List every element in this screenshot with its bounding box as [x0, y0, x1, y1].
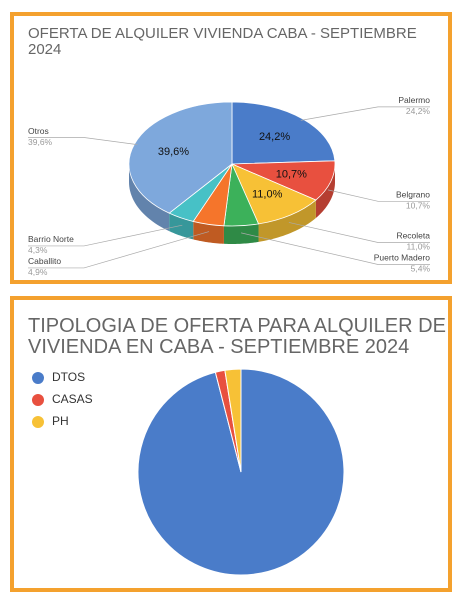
legend-value: 4,9%	[28, 267, 48, 277]
legend-value: 10,7%	[406, 201, 431, 211]
pie-slice	[231, 160, 336, 201]
pie-side	[315, 164, 335, 219]
leader-line	[327, 189, 430, 202]
leader-line	[300, 106, 430, 121]
legend-label: Recoleta	[396, 231, 430, 241]
pie-slice	[224, 368, 242, 473]
pie-side	[169, 213, 194, 240]
pie-side	[223, 223, 259, 244]
pie-slice	[231, 101, 336, 165]
data-label: 10,7%	[276, 168, 307, 180]
legend-value: 11,0%	[407, 242, 431, 252]
legend-label: Puerto Madero	[374, 253, 430, 263]
data-label: 11,0%	[252, 188, 283, 200]
legend-label: Caballito	[28, 256, 61, 266]
legend-swatch	[32, 372, 44, 384]
pie-side	[129, 164, 170, 232]
chart-panel: TIPOLOGIA DE OFERTA PARA ALQUILER DE VIV…	[10, 296, 452, 592]
legend-label: Barrio Norte	[28, 234, 74, 244]
leader-line	[28, 231, 210, 269]
chart: 24,2%10,7%11,0%39,6%Palermo24,2%Belgrano…	[28, 95, 431, 277]
legend-label: Belgrano	[396, 190, 430, 200]
pie-side	[258, 200, 316, 242]
data-label: 24,2%	[259, 131, 290, 143]
pie-slice	[231, 163, 317, 225]
legend-value: 24,2%	[406, 106, 431, 116]
legend-label: Otros	[28, 126, 49, 136]
leader-line	[28, 137, 138, 145]
legend-label: Palermo	[398, 95, 430, 105]
leader-line	[241, 232, 430, 265]
pie-slice	[137, 368, 345, 576]
chart-title: TIPOLOGIA DE OFERTA PARA ALQUILER DE VIV…	[28, 315, 446, 358]
legend-swatch	[32, 416, 44, 428]
legend-label: CASAS	[52, 392, 93, 406]
leader-line	[28, 224, 183, 247]
chart-panel: OFERTA DE ALQUILER VIVIENDA CABA - SEPTI…	[10, 12, 452, 284]
legend-label: DTOS	[52, 370, 85, 384]
pie-side	[193, 221, 224, 244]
chart: DTOS CASAS PH	[32, 368, 345, 576]
legend-value: 5,4%	[411, 264, 431, 274]
chart-title: OFERTA DE ALQUILER VIVIENDA CABA - SEPTI…	[28, 25, 417, 58]
data-label: 39,6%	[158, 146, 189, 158]
legend-swatch	[32, 394, 44, 406]
legend-label: PH	[52, 414, 69, 428]
legend-value: 39,6%	[28, 137, 53, 147]
legend-value: 4,3%	[28, 245, 48, 255]
leader-line	[288, 222, 430, 243]
